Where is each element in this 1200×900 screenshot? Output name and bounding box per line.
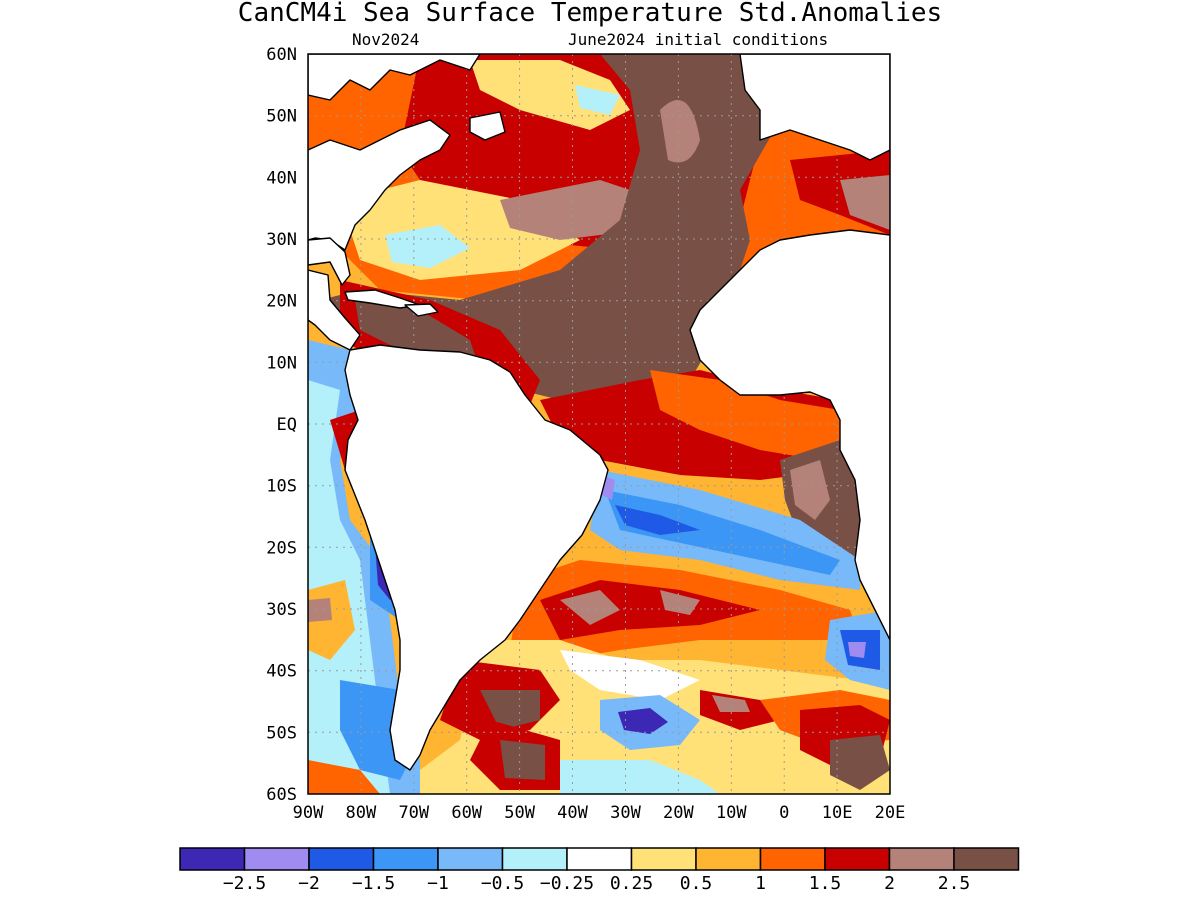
colorbar-swatch: [888, 847, 955, 871]
lat-tick-label: 50N: [266, 107, 297, 127]
colorbar-legend: −2.5 −2 −1.5 −1 −0.5 −0.25 0.25 0.5 1 1.5 2 2.5: [179, 847, 1020, 894]
newfoundland-land: [469, 111, 506, 141]
colorbar-swatch: [501, 847, 568, 871]
colorbar-swatch: [179, 847, 246, 871]
lat-tick-label: 60S: [266, 785, 297, 805]
colorbar-swatch: [824, 847, 891, 871]
latitude-axis-labels: 60N 50N 40N 30N 20N 10N EQ 10S 20S 30S 4…: [266, 45, 297, 805]
lat-tick-label: 40N: [266, 168, 297, 188]
lon-tick-label: 40W: [557, 803, 588, 823]
lat-tick-label: 20S: [266, 538, 297, 558]
lon-tick-label: 30W: [610, 803, 641, 823]
land-masses: [308, 54, 890, 771]
lon-tick-label: 0: [779, 803, 789, 823]
colorbar-swatch: [372, 847, 439, 871]
colorbar-tick-label: 2.5: [938, 873, 971, 894]
lon-tick-label: 70W: [398, 803, 429, 823]
lat-tick-label: 10N: [266, 353, 297, 373]
valid-month-label: Nov2024: [352, 30, 419, 49]
colorbar-tick-label: −1: [427, 873, 449, 894]
colorbar-tick-label: −0.25: [540, 873, 594, 894]
colorbar-swatch: [308, 847, 375, 871]
colorbar-tick-label: −2.5: [223, 873, 266, 894]
lat-tick-label: 50S: [266, 723, 297, 743]
africa-land: [689, 229, 890, 641]
colorbar-swatch: [437, 847, 504, 871]
map-frame: [307, 53, 891, 795]
colorbar-tick-label: −2: [298, 873, 320, 894]
lat-tick-label: 30S: [266, 600, 297, 620]
lat-tick-label: 30N: [266, 230, 297, 250]
lon-tick-label: 90W: [293, 803, 324, 823]
lat-tick-label: 20N: [266, 292, 297, 312]
colorbar-tick-label: −0.5: [481, 873, 524, 894]
lat-tick-label: 60N: [266, 45, 297, 65]
colorbar-tick-label: 0.5: [680, 873, 713, 894]
init-conditions-label: June2024 initial conditions: [568, 30, 828, 49]
colorbar-swatch: [566, 847, 633, 871]
colorbar-tick-label: 1: [755, 873, 766, 894]
iberia-europe-land: [739, 54, 890, 161]
lat-tick-label: 40S: [266, 662, 297, 682]
colorbar-swatch: [695, 847, 762, 871]
colorbar-swatch: [759, 847, 826, 871]
colorbar-tick-label: −1.5: [352, 873, 395, 894]
colorbar-swatch: [630, 847, 697, 871]
colorbar-tick-label: 2: [884, 873, 895, 894]
lat-tick-label: 10S: [266, 477, 297, 497]
lon-tick-label: 80W: [346, 803, 377, 823]
central-america-land: [308, 269, 361, 351]
south-america-land: [344, 344, 609, 771]
lon-tick-label: 20W: [663, 803, 694, 823]
hispaniola-land: [404, 303, 439, 317]
colorbar-tick-label: 1.5: [809, 873, 842, 894]
lon-tick-label: 10E: [822, 803, 853, 823]
north-america-land: [308, 54, 481, 101]
lat-tick-label: EQ: [277, 415, 297, 435]
lon-tick-label: 50W: [504, 803, 535, 823]
figure-title: CanCM4i Sea Surface Temperature Std.Anom…: [238, 0, 942, 28]
colorbar-swatch: [953, 847, 1020, 871]
lon-tick-label: 60W: [451, 803, 482, 823]
lon-tick-label: 20E: [875, 803, 906, 823]
colorbar-swatch: [243, 847, 310, 871]
florida-land: [308, 237, 351, 286]
longitude-axis-labels: 90W 80W 70W 60W 50W 40W 30W 20W 10W 0 10…: [293, 803, 906, 823]
colorbar-tick-label: 0.25: [610, 873, 653, 894]
lon-tick-label: 10W: [716, 803, 747, 823]
